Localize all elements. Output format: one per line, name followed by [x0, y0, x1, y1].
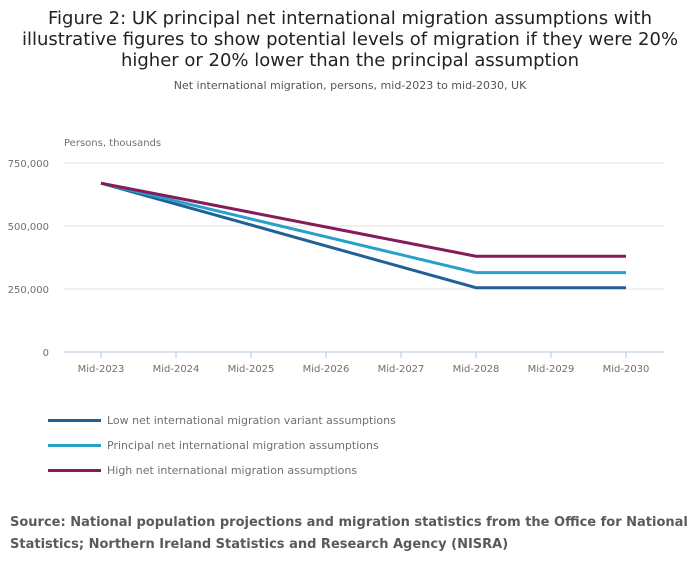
- chart-title: Figure 2: UK principal net international…: [21, 8, 679, 71]
- x-tick-label: Mid-2024: [153, 364, 200, 375]
- x-tick-label: Mid-2026: [303, 364, 350, 375]
- series-line-0: [100, 181, 626, 290]
- y-tick-label: 250,000: [8, 285, 49, 296]
- chart-subtitle: Net international migration, persons, mi…: [173, 79, 527, 92]
- x-tick-label: Mid-2028: [453, 364, 500, 375]
- y-tick-label: 0: [43, 348, 49, 359]
- legend: Low net international migration variant …: [48, 408, 396, 483]
- legend-item: High net international migration assumpt…: [48, 458, 396, 483]
- series-line-2: [100, 181, 626, 258]
- legend-label: Low net international migration variant …: [107, 414, 396, 427]
- x-tick-label: Mid-2025: [228, 364, 275, 375]
- x-tick-label: Mid-2023: [78, 364, 125, 375]
- legend-swatch: [48, 469, 101, 472]
- x-tick-label: Mid-2030: [603, 364, 650, 375]
- source-note: Source: National population projections …: [10, 515, 688, 552]
- x-tick-label: Mid-2029: [528, 364, 575, 375]
- x-tick-label: Mid-2027: [378, 364, 425, 375]
- legend-swatch: [48, 419, 101, 422]
- series-line-1: [100, 181, 626, 275]
- line-chart: Persons, thousands 0 250,000 500,000 750,00…: [8, 138, 664, 375]
- legend-item: Principal net international migration as…: [48, 433, 396, 458]
- y-tick-label: 500,000: [8, 222, 49, 233]
- legend-item: Low net international migration variant …: [48, 408, 396, 433]
- legend-swatch: [48, 444, 101, 447]
- y-tick-label: 750,000: [8, 159, 49, 170]
- y-axis-label: Persons, thousands: [64, 138, 161, 149]
- legend-label: Principal net international migration as…: [107, 439, 379, 452]
- legend-label: High net international migration assumpt…: [107, 464, 358, 477]
